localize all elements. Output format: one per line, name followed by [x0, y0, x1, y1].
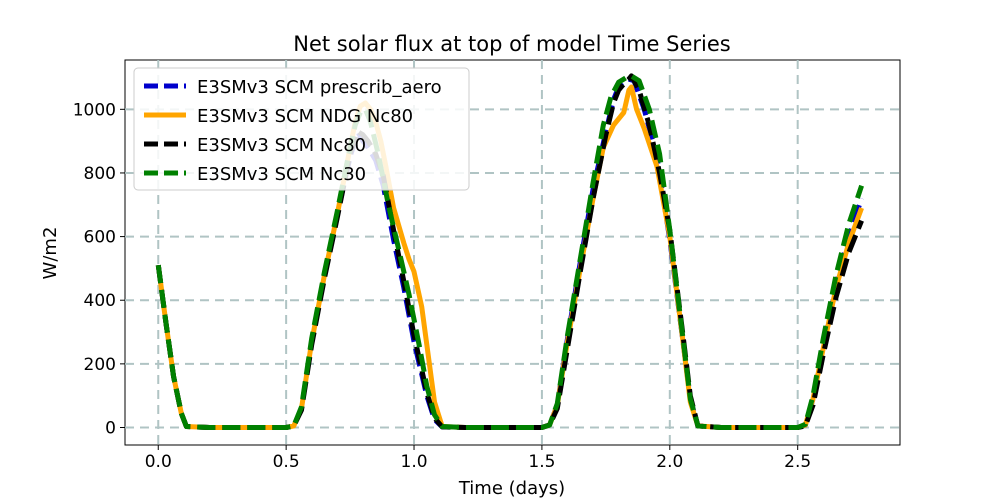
x-tick-label: 2.5 [784, 452, 811, 472]
x-axis-label: Time (days) [458, 478, 565, 499]
legend-label-3: E3SMv3 SCM Nc30 [197, 164, 366, 185]
legend-label-0: E3SMv3 SCM prescrib_aero [197, 77, 442, 98]
legend-box [133, 67, 470, 191]
y-tick-label: 200 [84, 355, 116, 375]
x-tick-label: 1.5 [528, 452, 555, 472]
legend: E3SMv3 SCM prescrib_aero E3SMv3 SCM NDG N… [133, 67, 470, 191]
series-line-3 [155, 73, 864, 430]
y-axis-label: W/m2 [40, 227, 61, 280]
y-tick-label: 1000 [73, 100, 116, 120]
chart-title: Net solar flux at top of model Time Seri… [293, 32, 730, 56]
x-tick-label: 0.5 [273, 452, 300, 472]
y-tick-label: 800 [84, 164, 116, 184]
y-tick-label: 400 [84, 291, 116, 311]
y-tick-label: 0 [105, 419, 116, 439]
x-tick-label: 1.0 [401, 452, 428, 472]
x-tick-label: 0.0 [145, 452, 172, 472]
legend-label-1: E3SMv3 SCM NDG Nc80 [197, 106, 413, 127]
y-tick-label: 600 [84, 228, 116, 248]
y-axis-ticks: 0 200 400 600 800 1000 [73, 100, 125, 439]
legend-label-2: E3SMv3 SCM Nc80 [197, 135, 366, 156]
x-axis-ticks: 0.0 0.5 1.0 1.5 2.0 2.5 [145, 445, 811, 472]
series-lines [155, 73, 864, 430]
x-tick-label: 2.0 [656, 452, 683, 472]
